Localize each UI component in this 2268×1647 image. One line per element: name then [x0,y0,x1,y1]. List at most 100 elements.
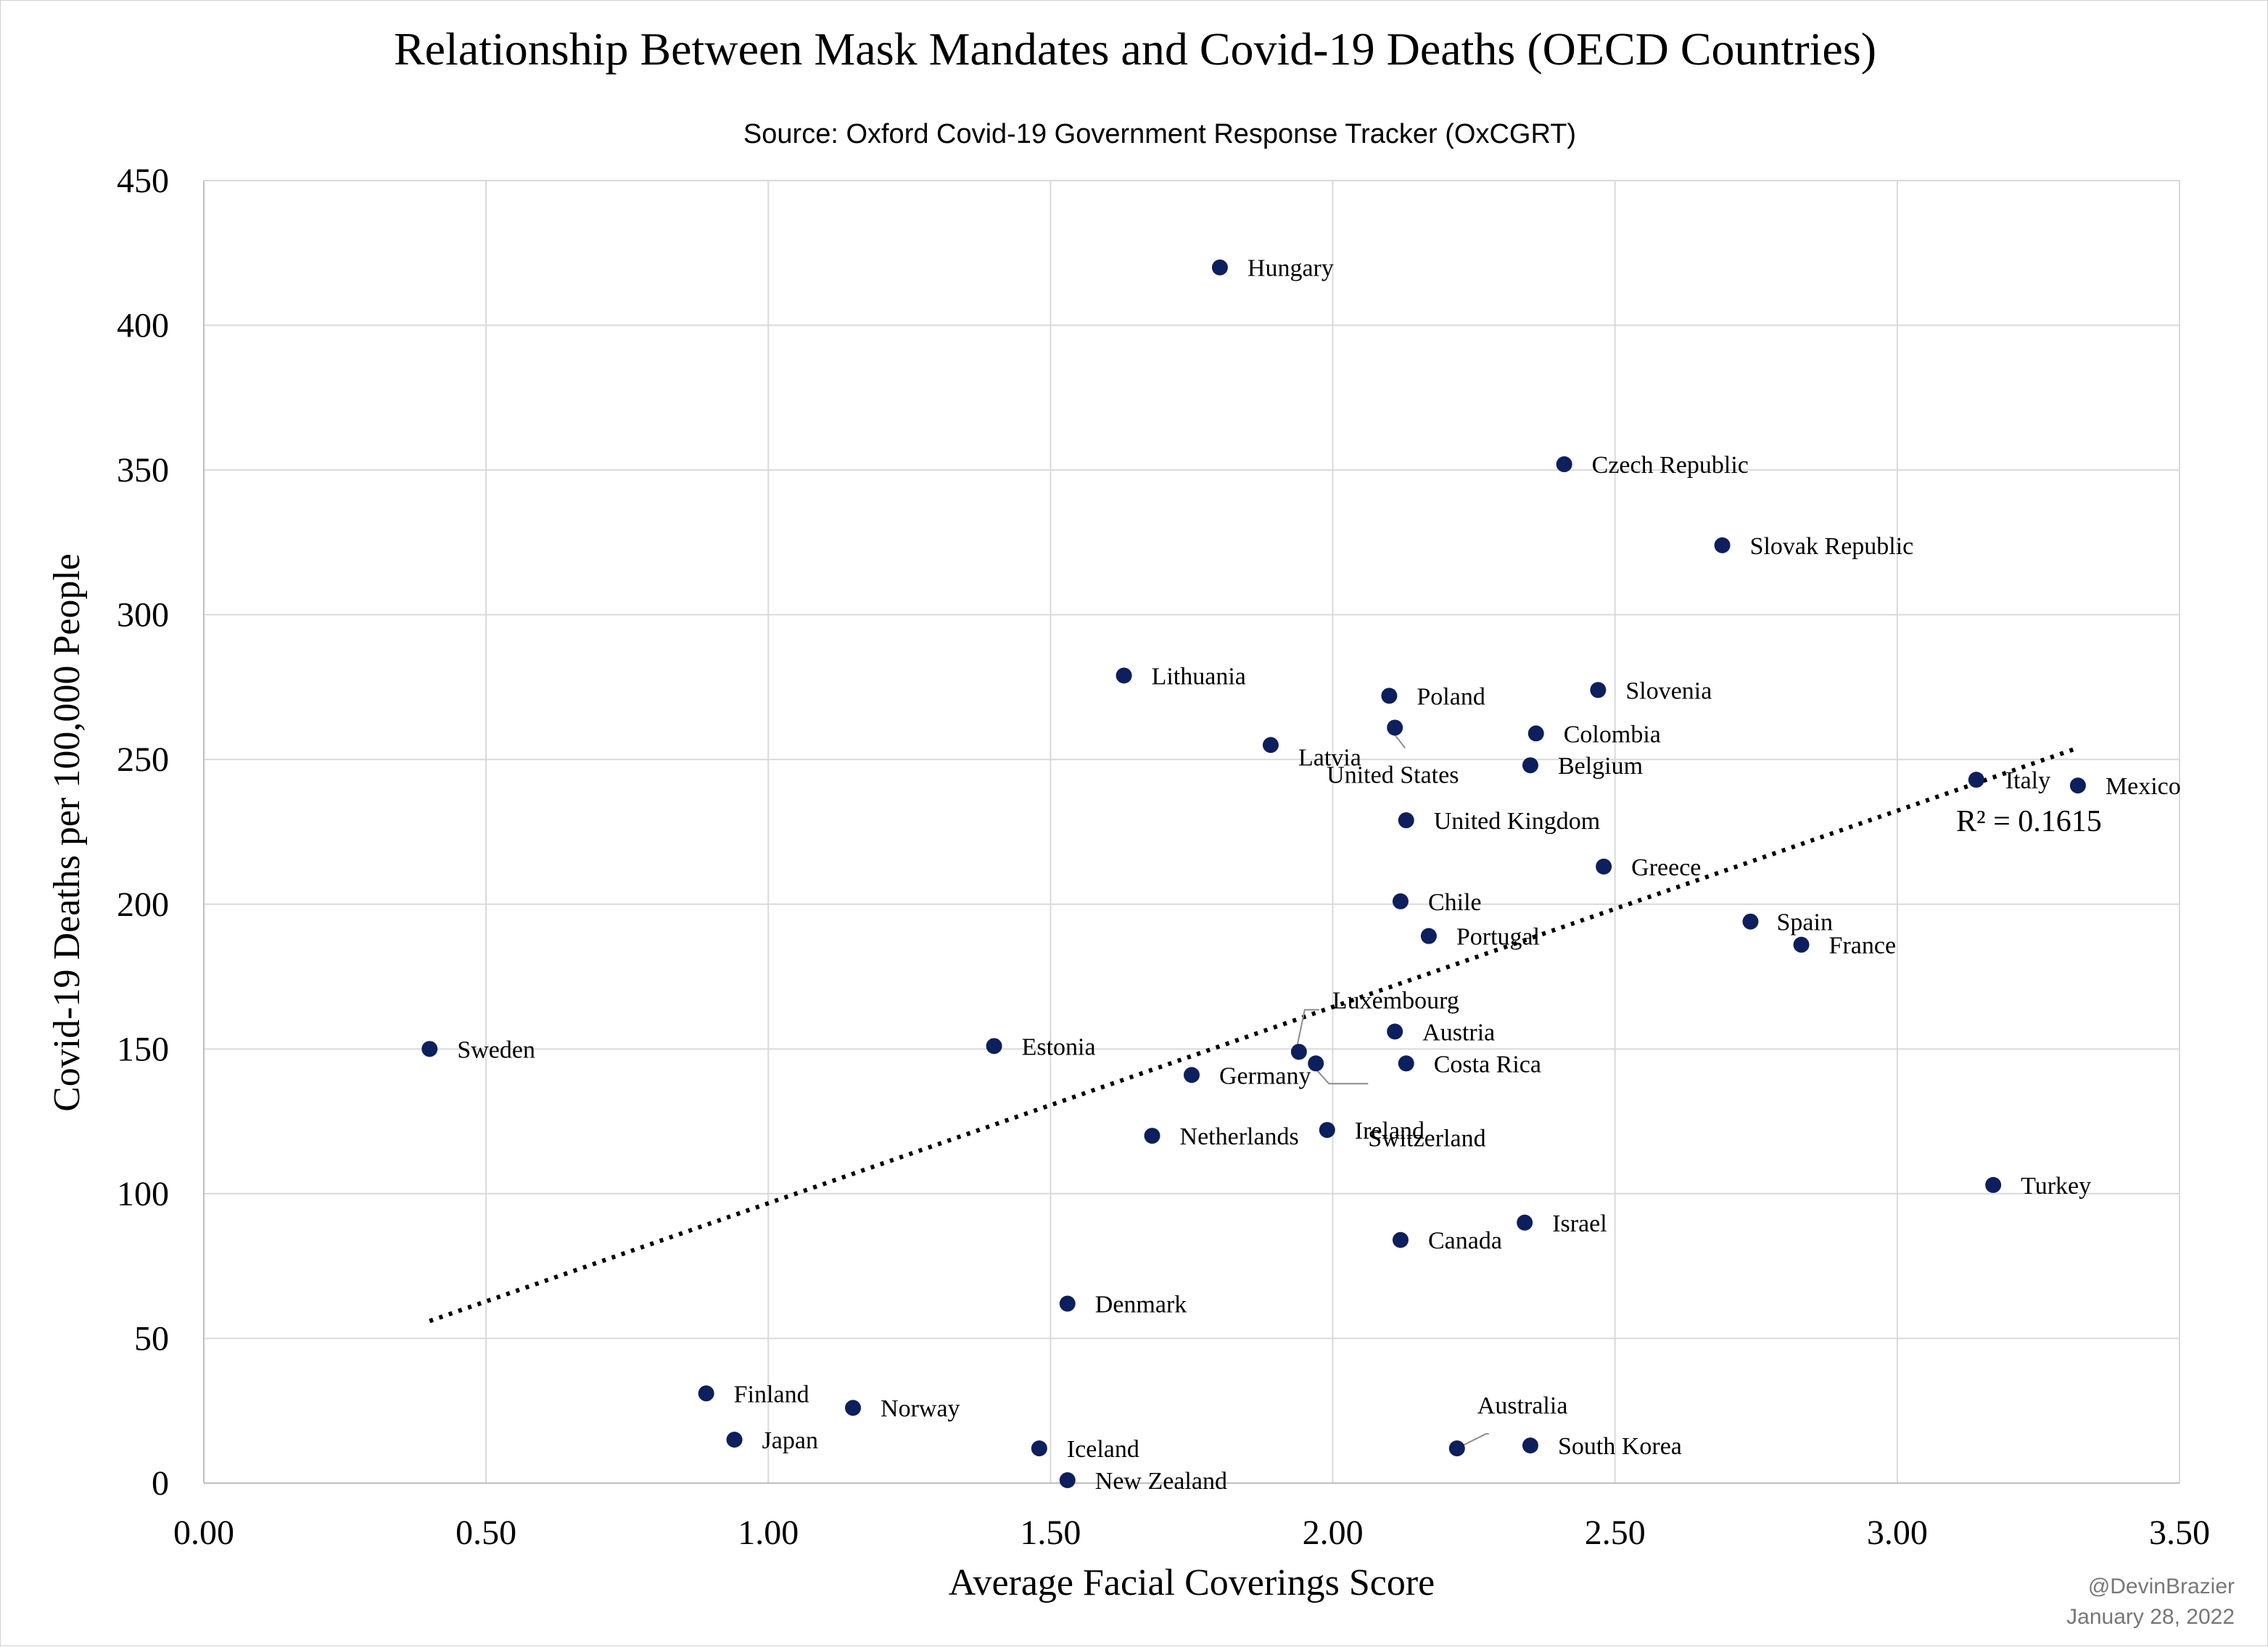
point-netherlands [1144,1128,1160,1144]
label-hungary: Hungary [1248,255,1334,282]
label-turkey: Turkey [2021,1173,2091,1200]
trendline-group [429,746,2079,1324]
point-estonia [986,1038,1002,1054]
point-france [1793,936,1810,953]
point-norway [845,1400,862,1416]
y-tick-label: 400 [117,307,169,345]
y-tick-label: 0 [152,1464,169,1503]
label-germany: Germany [1219,1062,1311,1089]
y-tick-label: 300 [117,596,169,635]
point-lithuania [1116,667,1132,684]
point-finland [698,1385,714,1402]
leader-line-luxembourg [1296,1009,1319,1045]
label-belgium: Belgium [1558,753,1643,780]
point-portugal [1420,928,1437,944]
label-iceland: Iceland [1067,1436,1139,1463]
point-denmark [1059,1295,1076,1312]
leader-line-switzerland [1316,1070,1369,1085]
point-poland [1381,688,1398,704]
y-axis-title: Covid-19 Deaths per 100,000 People [46,553,88,1112]
y-tick-label: 200 [117,886,169,924]
data-points [421,259,2086,1489]
label-united-states: United States [1327,761,1459,788]
label-poland: Poland [1417,683,1485,710]
label-south-korea: South Korea [1558,1433,1682,1460]
point-italy [1968,772,1984,788]
label-lithuania: Lithuania [1152,663,1246,690]
label-estonia: Estonia [1022,1033,1096,1060]
label-colombia: Colombia [1564,721,1661,748]
point-new-zealand [1059,1472,1076,1489]
label-portugal: Portugal [1456,924,1540,951]
x-axis-title: Average Facial Coverings Score [949,1562,1435,1603]
label-chile: Chile [1428,889,1482,916]
point-iceland [1031,1440,1047,1457]
point-ireland [1319,1122,1335,1139]
x-tick-label: 1.00 [738,1514,799,1552]
y-tick-label: 450 [117,162,169,200]
x-tick-label: 3.00 [1867,1514,1928,1552]
x-tick-label: 3.50 [2149,1514,2210,1552]
x-tick-label: 2.00 [1303,1514,1364,1552]
point-chile [1392,893,1409,909]
point-canada [1392,1231,1409,1248]
x-tick-label: 2.50 [1585,1514,1646,1552]
y-tick-label: 250 [117,740,169,779]
point-japan [726,1432,743,1448]
label-spain: Spain [1777,909,1833,936]
publish-date: January 28, 2022 [2066,1605,2235,1629]
chart-subtitle: Source: Oxford Covid-19 Government Respo… [743,119,1576,149]
point-hungary [1211,259,1228,276]
label-italy: Italy [2005,767,2050,794]
label-sweden: Sweden [457,1036,535,1063]
y-tick-label: 100 [117,1175,169,1213]
point-latvia [1262,737,1279,754]
point-switzerland [1308,1055,1324,1072]
point-turkey [1985,1176,2002,1193]
y-tick-label: 350 [117,451,169,490]
point-south-korea [1522,1437,1538,1454]
label-denmark: Denmark [1095,1292,1187,1318]
label-new-zealand: New Zealand [1095,1468,1227,1495]
label-costa-rica: Costa Rica [1434,1051,1541,1078]
label-norway: Norway [881,1395,960,1422]
label-greece: Greece [1631,854,1701,881]
label-czech-republic: Czech Republic [1592,452,1749,479]
label-united-kingdom: United Kingdom [1434,808,1600,835]
point-sweden [421,1041,438,1057]
point-australia [1448,1440,1465,1457]
gridlines [204,180,2180,1483]
label-australia: Australia [1477,1392,1568,1419]
trendline [429,746,2079,1324]
label-canada: Canada [1428,1228,1502,1255]
label-france: France [1829,933,1897,959]
point-united-kingdom [1398,812,1414,829]
point-spain [1742,913,1759,930]
label-latvia: Latvia [1298,744,1361,771]
point-israel [1517,1214,1533,1231]
x-tick-label: 1.50 [1020,1514,1081,1552]
x-tick-label: 0.50 [455,1514,516,1552]
label-mexico: Mexico [2106,773,2181,800]
point-colombia [1527,725,1544,742]
point-greece [1596,858,1612,875]
point-germany [1184,1067,1200,1083]
chart-title: Relationship Between Mask Mandates and C… [394,23,1876,75]
label-finland: Finland [734,1381,809,1408]
point-austria [1387,1023,1403,1040]
label-slovak-republic: Slovak Republic [1750,533,1914,560]
point-united-states [1387,719,1403,736]
r-squared-label: R² = 0.1615 [1956,805,2102,838]
label-israel: Israel [1552,1210,1607,1237]
point-costa-rica [1398,1055,1414,1072]
axes: 0 50 100 150 200 250 300 350 400 450 0.00 0.50 1.00 1… [117,162,2210,1552]
point-mexico [2069,777,2086,794]
label-netherlands: Netherlands [1180,1123,1299,1150]
label-japan: Japan [762,1427,818,1454]
label-switzerland: Switzerland [1368,1125,1485,1152]
y-tick-label: 50 [134,1319,169,1358]
y-tick-label: 150 [117,1030,169,1068]
label-ireland: Ireland [1355,1118,1424,1144]
label-leaders [1296,734,1489,1448]
